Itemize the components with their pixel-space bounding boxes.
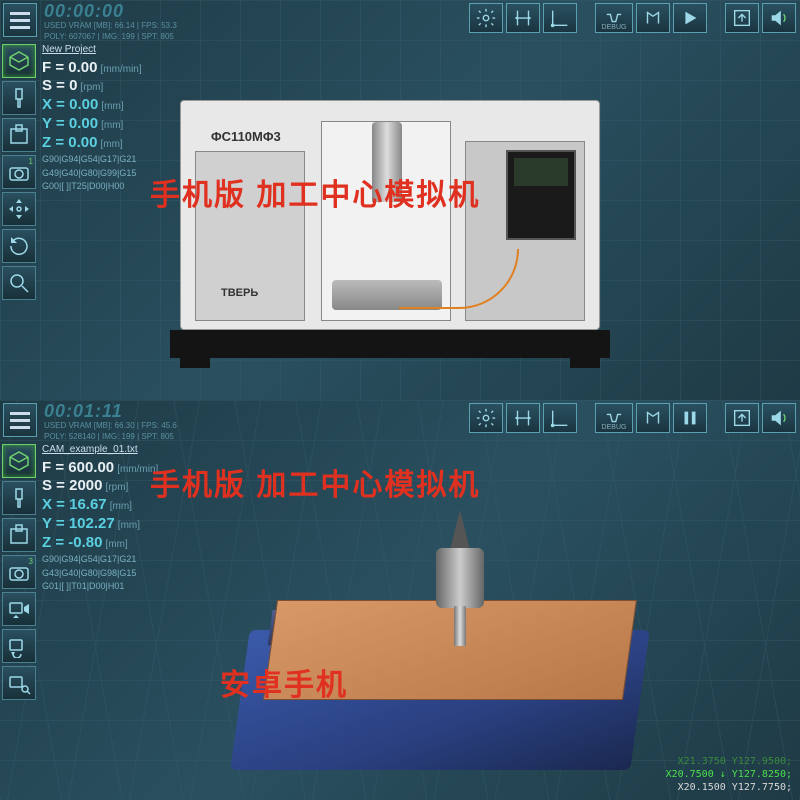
x-coord: X = 16.67 [mm] xyxy=(42,496,158,515)
feedrate: F = 0.00 [mm/min] xyxy=(42,59,142,78)
tool-icon[interactable] xyxy=(2,81,36,115)
y-coord: Y = 0.00 [mm] xyxy=(42,115,142,134)
debug-icon[interactable]: DEBUG xyxy=(595,403,633,433)
poly-stats: POLY: 528140 | IMG: 199 | SPT: 805 xyxy=(44,433,177,442)
cam-move-icon[interactable] xyxy=(2,592,36,626)
project-name[interactable]: New Project xyxy=(42,44,142,57)
readout-top: New Project F = 0.00 [mm/min] S = 0 [rpm… xyxy=(42,44,142,192)
vram-fps: USED VRAM [MB]: 66.30 | FPS: 45.6 xyxy=(44,422,177,431)
machine-view-icon[interactable] xyxy=(2,118,36,152)
z-coord: Z = 0.00 [mm] xyxy=(42,134,142,153)
top-icon-bar: DEBUG xyxy=(469,400,800,433)
zoom-icon[interactable] xyxy=(2,266,36,300)
elapsed-time: 00:01:11 xyxy=(44,402,177,420)
vram-fps: USED VRAM [MB]: 66.14 | FPS: 53.3 xyxy=(44,22,177,31)
export-icon[interactable] xyxy=(725,403,759,433)
camera-icon[interactable]: 1 xyxy=(2,155,36,189)
settings-icon[interactable] xyxy=(469,403,503,433)
measure-icon[interactable] xyxy=(506,403,540,433)
menu-button[interactable] xyxy=(3,403,37,437)
gcode-trace: X21.3750 Y127.9500; X20.7500 ↓ Y127.8250… xyxy=(666,755,792,794)
play-button[interactable] xyxy=(673,3,707,33)
debug-icon[interactable]: DEBUG xyxy=(595,3,633,33)
grid-view-icon[interactable] xyxy=(2,444,36,478)
machine-brand: ТВЕРЬ xyxy=(221,287,258,299)
trace-line-prev: X21.3750 Y127.9500; xyxy=(666,755,792,768)
readout-bottom: CAM_example_01.txt F = 600.00 [mm/min] S… xyxy=(42,444,158,592)
sound-icon[interactable] xyxy=(762,403,796,433)
move-icon[interactable] xyxy=(2,192,36,226)
top-panel: 00:00:00 USED VRAM [MB]: 66.14 | FPS: 53… xyxy=(0,0,800,400)
origin-icon[interactable] xyxy=(543,3,577,33)
export-icon[interactable] xyxy=(725,3,759,33)
poly-stats: POLY: 607067 | IMG: 199 | SPT: 805 xyxy=(44,33,177,42)
top-toolbar: 00:00:00 USED VRAM [MB]: 66.14 | FPS: 53… xyxy=(0,0,800,42)
axes-icon[interactable] xyxy=(636,3,670,33)
gcodes-2: G43|G40|G80|G98|G15 xyxy=(42,568,158,579)
gcodes-3: G01|[ ]|T01|D00|H01 xyxy=(42,581,158,592)
spindle: S = 0 [rpm] xyxy=(42,77,142,96)
trace-line-next: X20.1500 Y127.7750; xyxy=(666,781,792,794)
y-coord: Y = 102.27 [mm] xyxy=(42,515,158,534)
measure-icon[interactable] xyxy=(506,3,540,33)
grid-view-icon[interactable] xyxy=(2,44,36,78)
elapsed-time: 00:00:00 xyxy=(44,2,177,20)
left-sidebar-top: 1 xyxy=(2,44,38,300)
watermark-text: 手机版 加工中心模拟机 xyxy=(150,170,480,214)
tool-icon[interactable] xyxy=(2,481,36,515)
left-sidebar-bottom: 3 xyxy=(2,444,38,700)
camera-icon[interactable]: 3 xyxy=(2,555,36,589)
rotate-icon[interactable] xyxy=(2,229,36,263)
machine-view-icon[interactable] xyxy=(2,518,36,552)
menu-button[interactable] xyxy=(3,3,37,37)
axes-icon[interactable] xyxy=(636,403,670,433)
x-coord: X = 0.00 [mm] xyxy=(42,96,142,115)
machine-model: ΦC110MΦ3 xyxy=(211,129,281,144)
settings-icon[interactable] xyxy=(469,3,503,33)
spindle: S = 2000 [rpm] xyxy=(42,477,158,496)
project-name[interactable]: CAM_example_01.txt xyxy=(42,444,158,457)
feedrate: F = 600.00 [mm/min] xyxy=(42,459,158,478)
z-coord: Z = -0.80 [mm] xyxy=(42,534,158,553)
gcodes-1: G90|G94|G54|G17|G21 xyxy=(42,554,158,565)
cam-zoom-icon[interactable] xyxy=(2,666,36,700)
watermark-text-2: 安卓手机 xyxy=(220,660,348,704)
watermark-text-1: 手机版 加工中心模拟机 xyxy=(150,460,480,504)
time-stats: 00:00:00 USED VRAM [MB]: 66.14 | FPS: 53… xyxy=(44,2,177,42)
top-icon-bar: DEBUG xyxy=(469,0,800,33)
gcodes-3: G00|[ ]|T25|D00|H00 xyxy=(42,181,142,192)
trace-line-current: X20.7500 ↓ Y127.8250; xyxy=(666,768,792,781)
top-toolbar-2: 00:01:11 USED VRAM [MB]: 66.30 | FPS: 45… xyxy=(0,400,800,442)
bottom-panel: 00:01:11 USED VRAM [MB]: 66.30 | FPS: 45… xyxy=(0,400,800,800)
sound-icon[interactable] xyxy=(762,3,796,33)
cam-rotate-icon[interactable] xyxy=(2,629,36,663)
gcodes-1: G90|G94|G54|G17|G21 xyxy=(42,154,142,165)
gcodes-2: G49|G40|G80|G99|G15 xyxy=(42,168,142,179)
workpiece-illustration xyxy=(200,500,680,790)
time-stats: 00:01:11 USED VRAM [MB]: 66.30 | FPS: 45… xyxy=(44,402,177,442)
origin-icon[interactable] xyxy=(543,403,577,433)
pause-button[interactable] xyxy=(673,403,707,433)
